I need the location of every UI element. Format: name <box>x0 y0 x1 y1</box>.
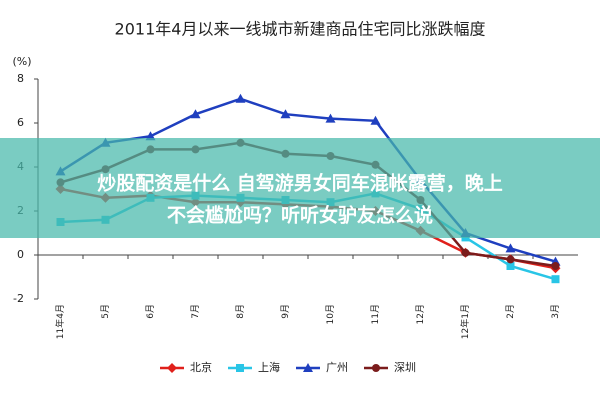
overlay-banner: 炒股配资是什么 自驾游男女同车混帐露营，晚上 不会尴尬吗？听听女驴友怎么说 <box>0 138 600 238</box>
x-tick-label: 5月 <box>100 304 111 319</box>
point <box>505 243 516 253</box>
legend-marker <box>303 363 313 372</box>
y-tick-label: 6 <box>17 116 24 129</box>
point <box>370 115 381 125</box>
legend-label: 北京 <box>190 360 212 374</box>
legend-marker <box>372 364 380 372</box>
x-tick-label: 9月 <box>280 304 291 319</box>
legend-label: 广州 <box>326 361 348 374</box>
point <box>461 248 470 257</box>
banner-text: 不会尴尬吗？听听女驴友怎么说 <box>167 204 433 227</box>
x-tick-label: 6月 <box>145 304 156 319</box>
y-axis-label: (%) <box>12 55 31 68</box>
point <box>551 275 560 284</box>
point <box>551 262 560 270</box>
point <box>235 93 246 103</box>
x-tick-label: 2月 <box>505 304 516 319</box>
legend-label: 深圳 <box>394 361 416 374</box>
x-tick-label: 8月 <box>235 304 246 319</box>
y-tick-label: 0 <box>17 248 24 261</box>
x-tick-label: 12年1月 <box>459 304 471 339</box>
banner-background <box>0 138 600 238</box>
x-tick-label: 7月 <box>190 304 201 319</box>
x-tick-label: 3月 <box>550 304 561 319</box>
legend-marker <box>236 364 244 372</box>
point <box>280 109 291 119</box>
x-tick-label: 10月 <box>325 304 336 324</box>
x-tick-label: 11月 <box>370 304 381 324</box>
point <box>145 131 156 141</box>
x-tick-label: 12月 <box>415 304 426 324</box>
chart-title: 2011年4月以来一线城市新建商品住宅同比涨跌幅度 <box>115 20 486 39</box>
point <box>325 113 336 123</box>
x-tick-label: 11年4月 <box>54 304 66 339</box>
legend-marker <box>167 363 177 373</box>
point <box>506 262 515 270</box>
point <box>506 255 515 264</box>
point <box>190 109 201 119</box>
banner-text: 炒股配资是什么 自驾游男女同车混帐露营，晚上 <box>97 172 503 195</box>
legend-label: 上海 <box>258 360 280 374</box>
y-tick-label: 8 <box>17 72 24 85</box>
y-tick-label: -2 <box>13 292 24 305</box>
